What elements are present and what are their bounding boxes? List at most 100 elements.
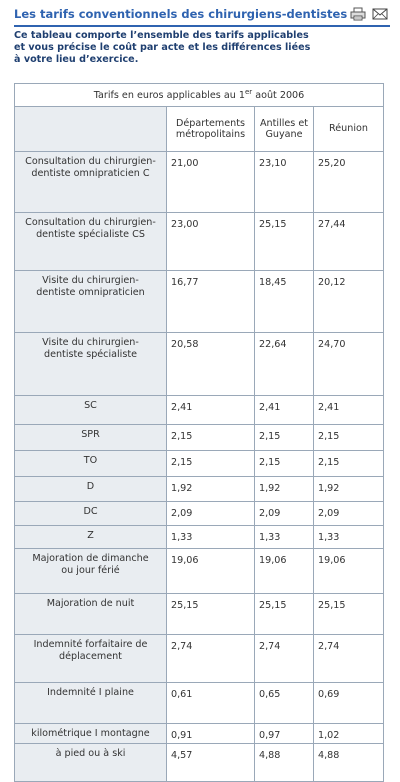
- envelope-icon[interactable]: [372, 7, 388, 21]
- table-row: à pied ou à ski 4,57 4,88 4,88: [14, 743, 385, 782]
- row-label: kilométrique I montagne: [14, 722, 167, 745]
- tariff-value: 2,15: [312, 424, 385, 451]
- tariff-value: 0,65: [254, 682, 314, 724]
- tariff-value: 18,45: [254, 270, 314, 333]
- tariff-value: 2,15: [312, 450, 385, 477]
- row-label: Majoration de dimanche ou jour férié: [14, 548, 167, 594]
- table-row: Indemnité forfaitaire de déplacement 2,74…: [14, 634, 385, 683]
- tariff-value: 2,74: [254, 634, 314, 683]
- tariff-value: 2,09: [312, 501, 385, 526]
- table-row: DC 2,09 2,09 2,09: [14, 501, 385, 526]
- intro-line: et vous précise le coût par acte et les …: [14, 42, 311, 53]
- tariff-value: 25,15: [166, 593, 255, 635]
- column-header-row: Départements métropolitains Antilles et …: [14, 106, 385, 152]
- tariff-value: 25,15: [254, 212, 314, 271]
- title-divider: [14, 25, 390, 27]
- corner-cell: [14, 106, 167, 152]
- tariff-value: 1,92: [312, 476, 385, 502]
- tariff-value: 0,61: [166, 682, 255, 724]
- caption-superscript: er: [244, 88, 253, 97]
- intro-text: Ce tableau comporte l’ensemble des tarif…: [14, 30, 390, 66]
- row-label: SPR: [14, 424, 167, 451]
- row-label: Z: [14, 525, 167, 549]
- row-label: Indemnité I plaine: [14, 682, 167, 724]
- tariff-value: 4,57: [166, 743, 255, 782]
- tariff-value: 22,64: [254, 332, 314, 396]
- tariff-value: 2,74: [312, 634, 385, 683]
- tariff-value: 1,92: [254, 476, 314, 502]
- tariff-value: 1,92: [166, 476, 255, 502]
- tariff-value: 2,15: [166, 424, 255, 451]
- tariff-value: 2,15: [254, 450, 314, 477]
- tariff-value: 2,41: [254, 395, 314, 425]
- row-label: D: [14, 476, 167, 502]
- row-label: Visite du chirurgien-dentiste spécialist…: [14, 332, 167, 396]
- column-header: Antilles et Guyane: [254, 106, 314, 152]
- table-row: Indemnité I plaine 0,61 0,65 0,69: [14, 682, 385, 724]
- tariff-value: 25,15: [254, 593, 314, 635]
- tariff-value: 23,00: [166, 212, 255, 271]
- tariffs-table: Tarifs en euros applicables au 1er août …: [13, 83, 385, 782]
- column-header: Réunion: [312, 106, 385, 152]
- table-body: Consultation du chirurgien-dentiste omni…: [14, 151, 385, 782]
- table-row: Majoration de nuit 25,15 25,15 25,15: [14, 593, 385, 635]
- row-label: Majoration de nuit: [14, 593, 167, 635]
- caption-text: Tarifs en euros applicables au 1: [93, 90, 245, 102]
- page-actions: [350, 7, 388, 21]
- table-row: D 1,92 1,92 1,92: [14, 476, 385, 502]
- tariff-value: 2,09: [166, 501, 255, 526]
- table-row: TO 2,15 2,15 2,15: [14, 450, 385, 477]
- printer-icon[interactable]: [350, 7, 366, 21]
- caption-date: août 2006: [252, 90, 305, 102]
- intro-line: Ce tableau comporte l’ensemble des tarif…: [14, 30, 309, 41]
- tariff-value: 25,15: [312, 593, 385, 635]
- tariff-value: 16,77: [166, 270, 255, 333]
- row-label: SC: [14, 395, 167, 425]
- row-label: Consultation du chirurgien-dentiste spéc…: [14, 212, 167, 271]
- row-label: Visite du chirurgien-dentiste omnipratic…: [14, 270, 167, 333]
- table-row: Visite du chirurgien-dentiste spécialist…: [14, 332, 385, 396]
- tariff-value: 19,06: [254, 548, 314, 594]
- row-label: à pied ou à ski: [14, 743, 167, 782]
- tariff-value: 25,20: [312, 151, 385, 213]
- tariff-value: 4,88: [254, 743, 314, 782]
- table-row: Z 1,33 1,33 1,33: [14, 525, 385, 549]
- tariff-value: 27,44: [312, 212, 385, 271]
- table-row: SC 2,41 2,41 2,41: [14, 395, 385, 425]
- title-bar: Les tarifs conventionnels des chirurgien…: [14, 4, 390, 24]
- tariff-value: 2,15: [254, 424, 314, 451]
- tariff-value: 24,70: [312, 332, 385, 396]
- row-label: TO: [14, 450, 167, 477]
- table-row: Visite du chirurgien-dentiste omnipratic…: [14, 270, 385, 333]
- row-label: Consultation du chirurgien-dentiste omni…: [14, 151, 167, 213]
- tariff-value: 20,58: [166, 332, 255, 396]
- table-row: Majoration de dimanche ou jour férié 19,0…: [14, 548, 385, 594]
- tariff-value: 1,33: [166, 525, 255, 549]
- table-row: Consultation du chirurgien-dentiste spéc…: [14, 212, 385, 271]
- page-title: Les tarifs conventionnels des chirurgien…: [14, 7, 348, 21]
- table-row: kilométrique I montagne 0,91 0,97 1,02: [14, 722, 385, 745]
- table-row: Consultation du chirurgien-dentiste omni…: [14, 151, 385, 213]
- tariff-value: 20,12: [312, 270, 385, 333]
- tariff-value: 2,74: [166, 634, 255, 683]
- tariff-value: 1,02: [312, 722, 385, 745]
- tariff-value: 0,97: [254, 722, 314, 745]
- tariff-value: 0,91: [166, 722, 255, 745]
- table-caption: Tarifs en euros applicables au 1er août …: [13, 83, 385, 107]
- intro-line: à votre lieu d’exercice.: [14, 54, 139, 65]
- tariff-value: 2,15: [166, 450, 255, 477]
- row-label: DC: [14, 501, 167, 526]
- tariff-value: 23,10: [254, 151, 314, 213]
- tariff-value: 4,88: [312, 743, 385, 782]
- tariff-value: 21,00: [166, 151, 255, 213]
- tariff-value: 0,69: [312, 682, 385, 724]
- tariff-value: 2,09: [254, 501, 314, 526]
- table-row: SPR 2,15 2,15 2,15: [14, 424, 385, 451]
- tariff-value: 19,06: [166, 548, 255, 594]
- column-header: Départements métropolitains: [166, 106, 255, 152]
- tariff-value: 19,06: [312, 548, 385, 594]
- row-label: Indemnité forfaitaire de déplacement: [14, 634, 167, 683]
- tariff-value: 2,41: [166, 395, 255, 425]
- tariff-value: 1,33: [254, 525, 314, 549]
